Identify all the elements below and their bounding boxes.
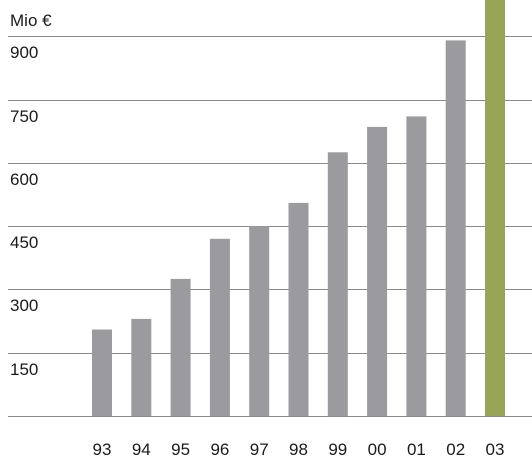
y-tick-label: 750 <box>10 107 38 126</box>
x-category-label: 01 <box>407 440 426 459</box>
x-category-label: 96 <box>210 440 229 459</box>
bar-01 <box>406 116 427 417</box>
y-tick-label: 150 <box>10 360 38 379</box>
bar-94 <box>131 318 152 416</box>
bars <box>92 0 505 417</box>
bar-99 <box>327 152 348 417</box>
bar-98 <box>288 202 309 416</box>
bar-96 <box>209 238 230 416</box>
y-tick-labels: 150 300 450 600 750 900 <box>10 43 38 379</box>
y-tick-label: 450 <box>10 233 38 252</box>
y-tick-label: 600 <box>10 170 38 189</box>
bar-95 <box>170 278 191 416</box>
bar-00 <box>367 126 388 417</box>
bar-02 <box>445 40 466 417</box>
y-tick-label: 900 <box>10 43 38 62</box>
x-category-label: 02 <box>446 440 465 459</box>
bar-03 <box>485 0 505 416</box>
x-category-label: 97 <box>250 440 269 459</box>
x-category-label: 00 <box>368 440 387 459</box>
y-tick-label: 300 <box>10 296 38 315</box>
bar-97 <box>249 226 270 416</box>
x-category-label: 94 <box>132 440 151 459</box>
y-axis-unit-label: Mio € <box>10 11 52 30</box>
x-category-label: 99 <box>328 440 347 459</box>
x-category-labels: 93 94 95 96 97 98 99 00 01 02 03 <box>93 440 505 459</box>
x-category-label: 03 <box>486 440 505 459</box>
x-category-label: 93 <box>93 440 112 459</box>
bar-93 <box>92 329 112 416</box>
x-category-label: 98 <box>289 440 308 459</box>
x-category-label: 95 <box>171 440 190 459</box>
